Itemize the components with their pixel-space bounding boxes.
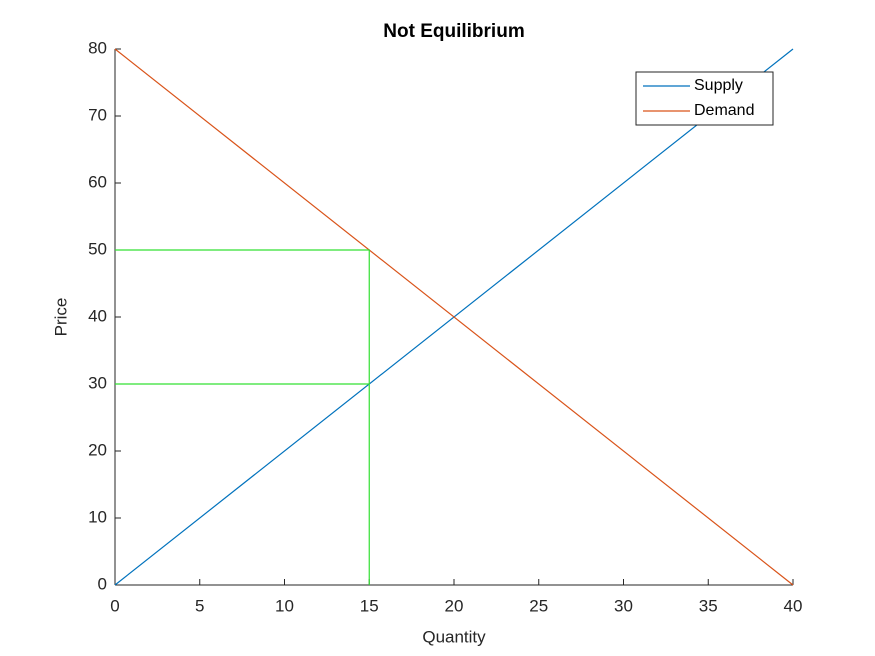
y-tick-label: 80 xyxy=(88,38,107,57)
x-tick-label: 25 xyxy=(529,596,548,615)
series-line xyxy=(115,249,370,585)
x-tick-label: 0 xyxy=(110,596,119,615)
x-tick-label: 5 xyxy=(195,596,204,615)
y-tick-label: 20 xyxy=(88,440,107,459)
y-tick-label: 70 xyxy=(88,105,107,124)
x-tick-label: 35 xyxy=(699,596,718,615)
legend-box xyxy=(635,71,774,126)
chart-title: Not Equilibrium xyxy=(383,21,524,42)
legend-label: Demand xyxy=(694,102,754,119)
legend-label: Supply xyxy=(694,77,743,94)
x-axis-label: Quantity xyxy=(422,627,486,646)
x-tick-label: 20 xyxy=(445,596,464,615)
series-line xyxy=(114,48,794,586)
y-tick-label: 10 xyxy=(88,507,107,526)
y-axis-label: Price xyxy=(51,298,70,337)
x-tick-label: 40 xyxy=(784,596,803,615)
y-tick-label: 30 xyxy=(88,373,107,392)
y-tick-label: 0 xyxy=(98,574,107,593)
y-tick-label: 50 xyxy=(88,239,107,258)
y-tick-label: 60 xyxy=(88,172,107,191)
x-tick-label: 30 xyxy=(614,596,633,615)
y-tick-label: 40 xyxy=(88,306,107,325)
x-tick-label: 15 xyxy=(360,596,379,615)
x-tick-label: 10 xyxy=(275,596,294,615)
